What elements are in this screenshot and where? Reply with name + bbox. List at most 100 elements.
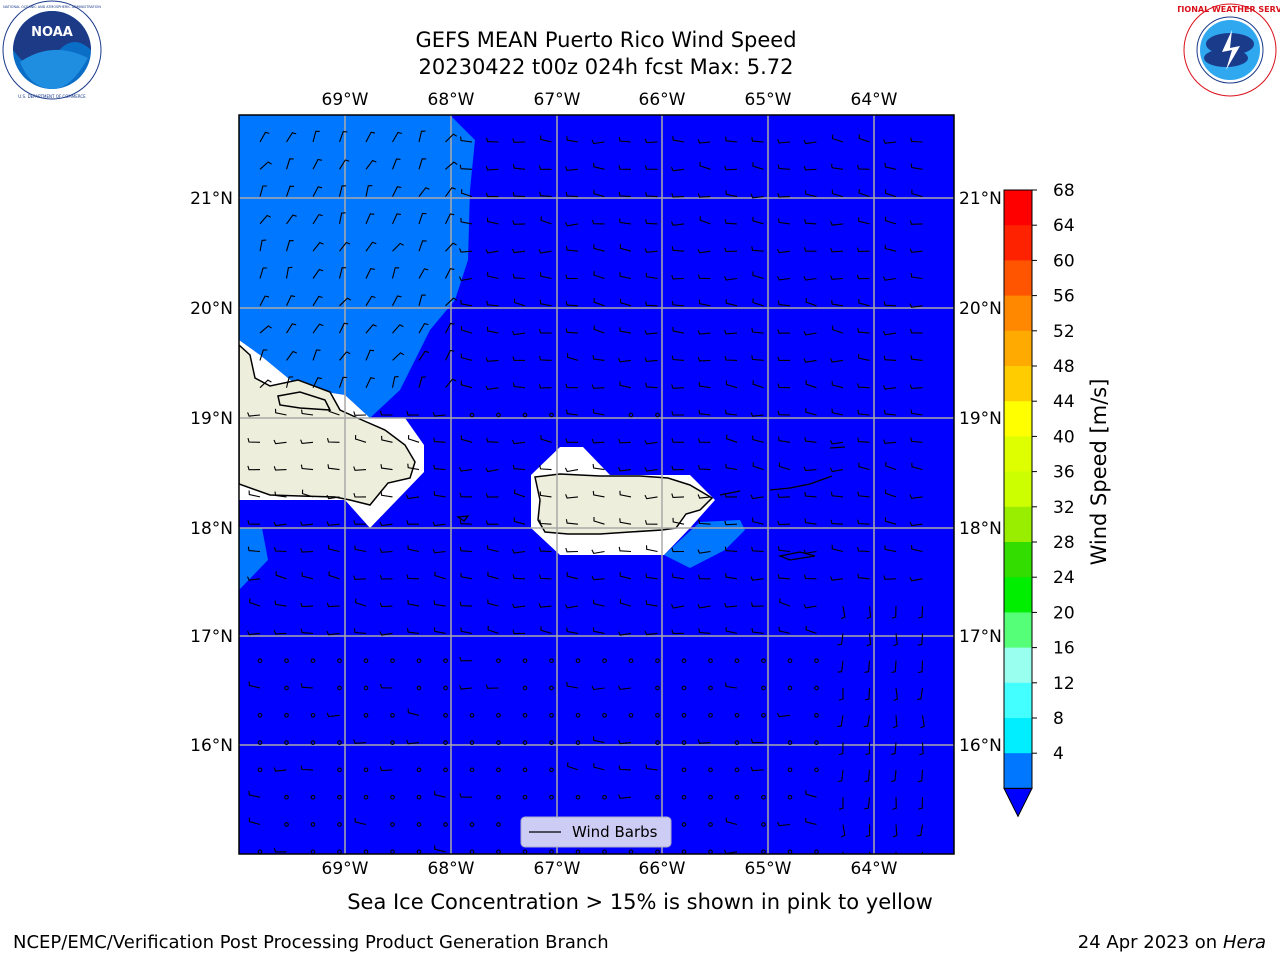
lat-label-right: 18°N bbox=[959, 519, 1002, 539]
wind-barb bbox=[433, 437, 446, 443]
wind-barb bbox=[593, 162, 605, 170]
wind-barb bbox=[840, 824, 846, 838]
wind-barb bbox=[512, 164, 526, 170]
wind-barb bbox=[803, 276, 817, 281]
wind-barb bbox=[909, 494, 923, 499]
wind-barb-calm bbox=[443, 658, 448, 664]
wind-barb bbox=[300, 602, 314, 608]
colorbar-swatch bbox=[1004, 612, 1032, 649]
wind-barb bbox=[645, 764, 658, 771]
wind-barb bbox=[353, 628, 367, 634]
wind-barb-calm bbox=[469, 412, 475, 418]
wind-barb bbox=[248, 790, 261, 798]
wind-barb bbox=[803, 331, 817, 336]
wind-barb bbox=[338, 267, 347, 279]
wind-barb bbox=[725, 573, 738, 580]
wind-barb-calm bbox=[496, 740, 501, 745]
wind-barb bbox=[857, 164, 870, 170]
wind-barb bbox=[407, 463, 420, 471]
wind-barb bbox=[353, 575, 367, 580]
wind-barb bbox=[273, 847, 287, 853]
wind-barb bbox=[856, 247, 870, 252]
wind-barb bbox=[805, 817, 817, 826]
noaa-logo-text: NOAA bbox=[31, 25, 73, 40]
lon-label-top: 65°W bbox=[745, 90, 792, 110]
wind-barb bbox=[512, 138, 526, 143]
wind-barb bbox=[672, 573, 685, 580]
wind-barb bbox=[565, 246, 579, 252]
wind-barb bbox=[379, 683, 393, 689]
wind-barb bbox=[671, 410, 684, 416]
wind-barb bbox=[909, 303, 923, 308]
lon-label-top: 66°W bbox=[639, 90, 686, 110]
wind-barb-calm bbox=[257, 767, 263, 773]
wind-barb bbox=[724, 520, 738, 526]
lat-label-right: 19°N bbox=[959, 409, 1002, 429]
wind-barb bbox=[338, 185, 347, 197]
wind-barb-calm bbox=[284, 822, 289, 827]
wind-barb bbox=[353, 493, 367, 498]
lat-label-left: 16°N bbox=[190, 736, 233, 756]
wind-barb-calm bbox=[681, 685, 687, 691]
wind-barb bbox=[778, 436, 791, 443]
wind-barb bbox=[301, 489, 314, 498]
wind-barb bbox=[644, 357, 658, 362]
wind-barb-calm bbox=[284, 685, 289, 691]
wind-barb bbox=[418, 350, 430, 361]
lat-label-left: 20°N bbox=[190, 299, 233, 319]
wind-barb bbox=[918, 797, 924, 810]
wind-barb bbox=[312, 186, 323, 197]
wind-barb bbox=[644, 330, 658, 335]
colorbar-swatch bbox=[1004, 401, 1032, 437]
wind-barb bbox=[365, 131, 376, 143]
wind-barb bbox=[460, 326, 473, 334]
wind-barb bbox=[460, 299, 473, 307]
wind-barb bbox=[274, 408, 287, 416]
wind-barb bbox=[565, 191, 579, 198]
wind-barb bbox=[365, 159, 377, 170]
colorbar-swatch bbox=[1004, 436, 1032, 473]
wind-barb bbox=[379, 410, 393, 416]
wind-barb bbox=[909, 576, 923, 582]
wind-barb bbox=[300, 464, 314, 471]
wind-barb bbox=[365, 295, 376, 307]
wind-barb bbox=[312, 268, 324, 279]
wind-barb bbox=[779, 598, 791, 607]
wind-barb bbox=[804, 219, 817, 225]
wind-barb bbox=[391, 158, 401, 170]
wind-barb bbox=[593, 325, 605, 334]
wind-barb bbox=[777, 218, 791, 225]
wind-barb bbox=[380, 491, 393, 498]
wind-barb bbox=[670, 166, 685, 172]
wind-barb bbox=[857, 409, 870, 416]
wind-barb bbox=[725, 380, 738, 389]
wind-barb bbox=[591, 384, 605, 389]
colorbar-swatch bbox=[1004, 753, 1032, 789]
wind-barb bbox=[513, 517, 526, 525]
wind-barb-calm bbox=[549, 412, 554, 418]
wind-barb bbox=[538, 384, 552, 389]
footer-date: 24 Apr 2023 on Hera bbox=[1077, 932, 1266, 953]
wind-barb-calm bbox=[575, 712, 581, 718]
wind-barb bbox=[778, 626, 791, 634]
wind-barb bbox=[391, 213, 402, 225]
wind-barb-calm bbox=[549, 685, 554, 691]
wind-barb bbox=[864, 769, 871, 783]
colorbar-tick-label: 60 bbox=[1053, 251, 1075, 271]
wind-barb bbox=[918, 606, 924, 619]
lon-label-top: 64°W bbox=[851, 90, 898, 110]
lon-label-top: 67°W bbox=[534, 90, 581, 110]
wind-barb-calm bbox=[522, 685, 528, 691]
wind-barb bbox=[723, 276, 738, 281]
wind-barb-calm bbox=[363, 658, 369, 664]
colorbar-tick-label: 64 bbox=[1053, 216, 1075, 236]
wind-barb bbox=[697, 574, 711, 580]
colorbar-swatch bbox=[1004, 647, 1032, 684]
wind-barb bbox=[697, 438, 711, 443]
wind-barb bbox=[830, 247, 844, 253]
wind-barb bbox=[513, 298, 526, 307]
wind-barb bbox=[460, 627, 473, 634]
wind-barb bbox=[618, 739, 632, 745]
wind-barb bbox=[328, 571, 340, 580]
wind-barb-calm bbox=[469, 822, 475, 827]
